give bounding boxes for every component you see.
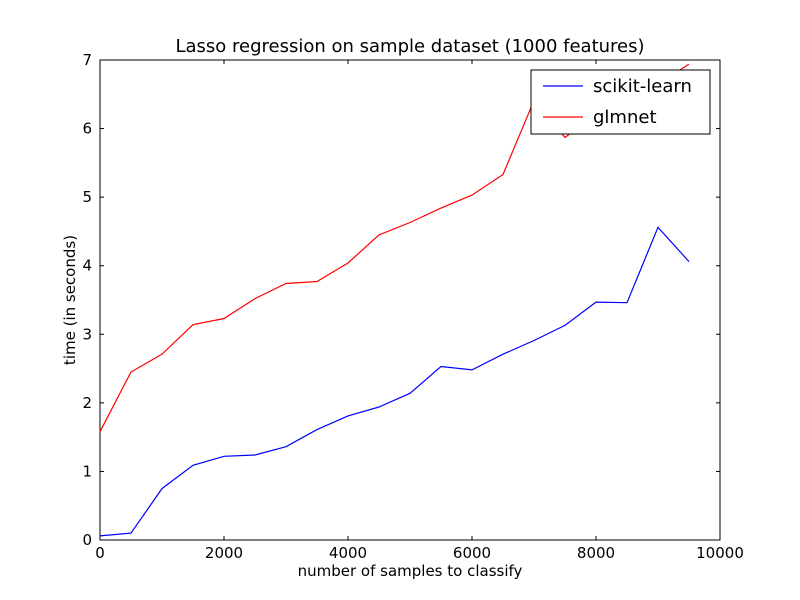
y-tick-label: 0 (82, 531, 92, 549)
y-tick-label: 1 (82, 462, 92, 480)
plot-frame (99, 59, 721, 541)
x-axis-label: number of samples to classify (298, 562, 523, 580)
axis-ticks: 0 2000 4000 6000 8000 10000 0 1 2 3 4 5 6 7 (82, 51, 743, 562)
x-tick-label: 8000 (577, 544, 615, 562)
y-axis-label: time (in seconds) (61, 235, 79, 365)
legend-box (530, 69, 711, 135)
x-tick-label: 4000 (329, 544, 367, 562)
x-tick-label: 0 (95, 544, 105, 562)
y-tick-label: 3 (82, 325, 92, 343)
series-line-scikit-learn (99, 226, 690, 537)
y-tick-label: 4 (82, 257, 92, 275)
y-tick-label: 6 (82, 120, 92, 138)
y-tick-label: 2 (82, 394, 92, 412)
legend-label-glmnet: glmnet (593, 107, 657, 128)
x-tick-label: 10000 (696, 544, 744, 562)
y-tick-label: 5 (82, 188, 92, 206)
x-tick-label: 2000 (205, 544, 243, 562)
chart-title: Lasso regression on sample dataset (1000… (175, 36, 644, 57)
legend: scikit-learn glmnet (530, 69, 711, 135)
x-tick-label: 6000 (453, 544, 491, 562)
y-tick-label: 7 (82, 51, 92, 69)
legend-label-scikit-learn: scikit-learn (593, 76, 692, 97)
plot-area: 0 2000 4000 6000 8000 10000 0 1 2 3 4 5 6 7 scikit-le… (82, 51, 743, 562)
